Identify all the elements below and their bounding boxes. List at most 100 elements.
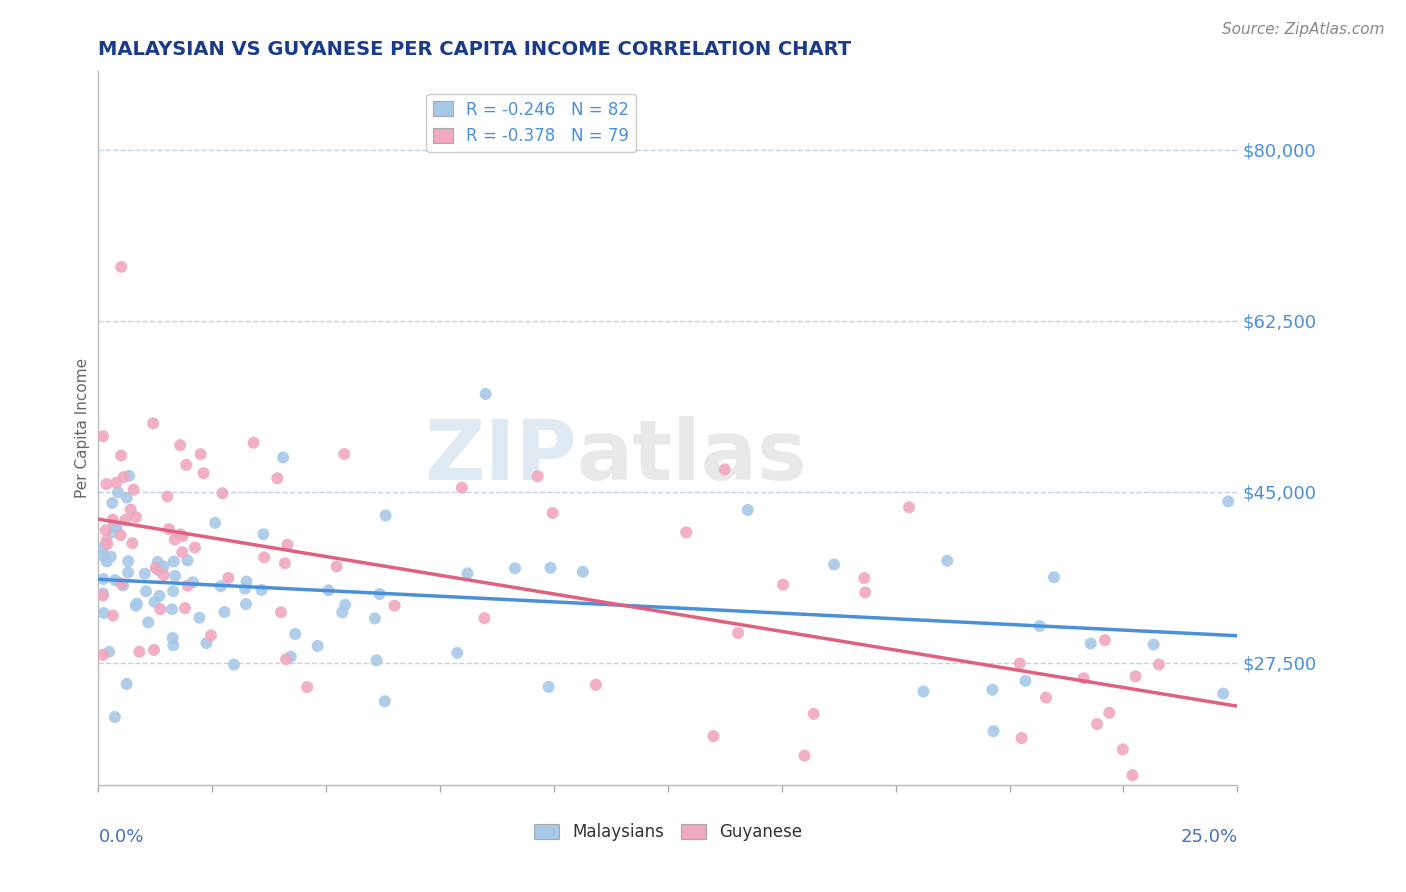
- Point: [101, 525, 124, 540]
- Point: [274, 652, 297, 666]
- Point: [253, 550, 276, 565]
- Point: [503, 561, 526, 575]
- Point: [104, 710, 127, 724]
- Point: [713, 462, 735, 476]
- Point: [898, 500, 921, 515]
- Point: [160, 602, 183, 616]
- Point: [163, 554, 186, 568]
- Point: [162, 631, 184, 645]
- Point: [537, 680, 560, 694]
- Point: [172, 545, 194, 559]
- Point: [96, 537, 118, 551]
- Point: [274, 557, 297, 571]
- Point: [541, 506, 564, 520]
- Point: [156, 490, 179, 504]
- Point: [120, 502, 142, 516]
- Point: [101, 608, 124, 623]
- Point: [1028, 619, 1050, 633]
- Point: [125, 599, 148, 613]
- Point: [145, 561, 167, 575]
- Point: [122, 483, 145, 497]
- Point: [110, 449, 132, 463]
- Point: [114, 513, 136, 527]
- Point: [1008, 657, 1031, 671]
- Point: [152, 559, 174, 574]
- Point: [772, 577, 794, 591]
- Point: [107, 485, 129, 500]
- Point: [1094, 633, 1116, 648]
- Point: [193, 466, 215, 480]
- Point: [1143, 638, 1166, 652]
- Point: [307, 639, 329, 653]
- Point: [188, 610, 211, 624]
- Point: [368, 587, 391, 601]
- Point: [333, 447, 356, 461]
- Point: [101, 513, 124, 527]
- Point: [1098, 706, 1121, 720]
- Point: [204, 516, 226, 530]
- Point: [737, 503, 759, 517]
- Legend: Malaysians, Guyanese: Malaysians, Guyanese: [527, 817, 808, 848]
- Point: [280, 649, 302, 664]
- Point: [143, 643, 166, 657]
- Point: [105, 520, 128, 534]
- Point: [91, 429, 114, 443]
- Point: [125, 510, 148, 524]
- Point: [474, 611, 496, 625]
- Point: [148, 589, 170, 603]
- Point: [143, 595, 166, 609]
- Point: [91, 589, 114, 603]
- Point: [169, 438, 191, 452]
- Point: [1011, 731, 1033, 745]
- Point: [1125, 669, 1147, 683]
- Point: [912, 684, 935, 698]
- Point: [271, 450, 294, 465]
- Point: [91, 572, 114, 586]
- Point: [325, 559, 347, 574]
- Point: [138, 615, 160, 630]
- Point: [364, 611, 387, 625]
- Point: [146, 555, 169, 569]
- Point: [450, 481, 472, 495]
- Point: [91, 549, 114, 563]
- Point: [222, 657, 245, 672]
- Text: ZIP: ZIP: [425, 417, 576, 497]
- Text: 0.0%: 0.0%: [98, 828, 143, 846]
- Point: [233, 582, 256, 596]
- Point: [853, 585, 876, 599]
- Point: [330, 605, 353, 619]
- Point: [128, 645, 150, 659]
- Point: [162, 638, 184, 652]
- Point: [1147, 657, 1170, 672]
- Point: [981, 682, 1004, 697]
- Point: [169, 527, 191, 541]
- Point: [172, 529, 194, 543]
- Point: [252, 527, 274, 541]
- Point: [474, 387, 496, 401]
- Point: [115, 491, 138, 505]
- Point: [104, 573, 127, 587]
- Point: [250, 582, 273, 597]
- Point: [105, 475, 128, 490]
- Y-axis label: Per Capita Income: Per Capita Income: [75, 358, 90, 499]
- Point: [174, 601, 197, 615]
- Point: [374, 694, 396, 708]
- Text: Source: ZipAtlas.com: Source: ZipAtlas.com: [1222, 22, 1385, 37]
- Point: [235, 574, 257, 589]
- Point: [176, 553, 198, 567]
- Point: [148, 563, 170, 577]
- Point: [163, 533, 186, 547]
- Point: [101, 496, 124, 510]
- Point: [125, 597, 148, 611]
- Point: [1035, 690, 1057, 705]
- Point: [98, 645, 121, 659]
- Point: [270, 605, 292, 619]
- Point: [184, 541, 207, 555]
- Point: [134, 566, 156, 581]
- Point: [675, 525, 697, 540]
- Point: [135, 584, 157, 599]
- Point: [190, 447, 212, 461]
- Point: [96, 533, 118, 548]
- Point: [91, 586, 114, 600]
- Point: [195, 636, 218, 650]
